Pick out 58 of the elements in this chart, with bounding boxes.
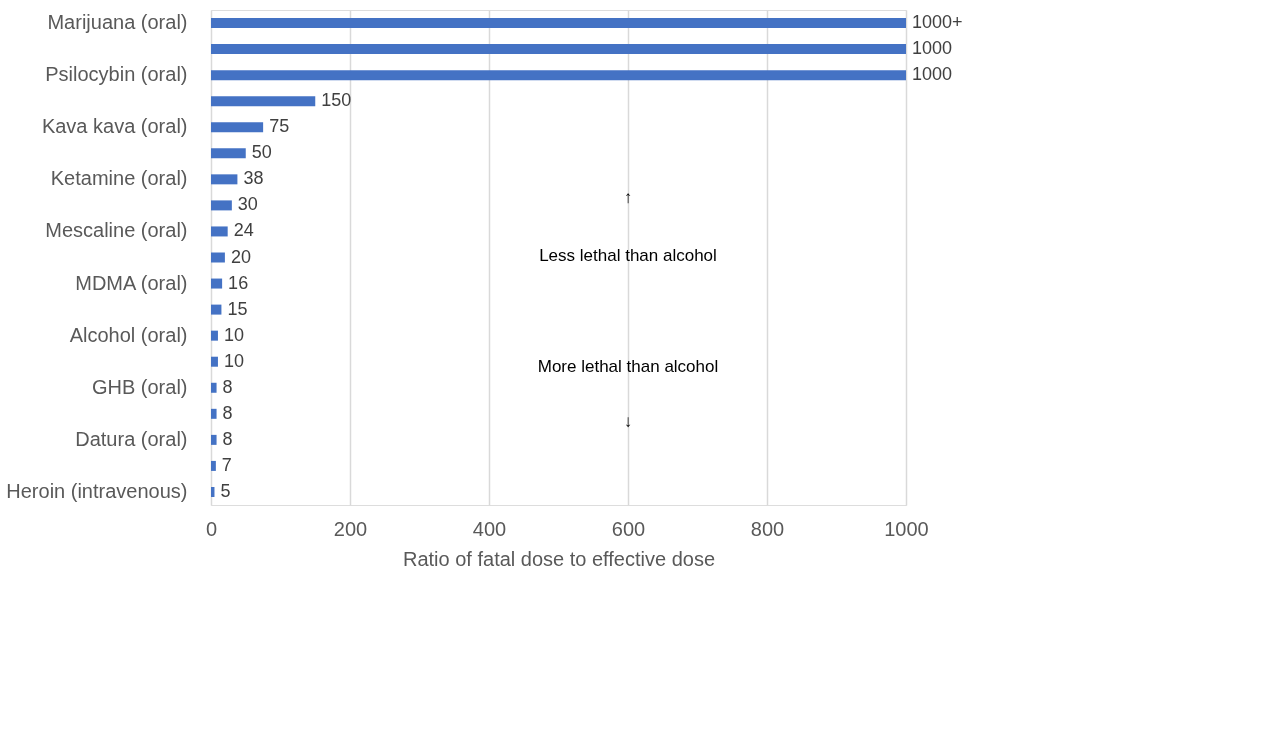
y-tick-label: Ketamine (oral) bbox=[50, 167, 188, 190]
y-tick-label: MDMA (oral) bbox=[75, 271, 188, 294]
bar bbox=[211, 122, 264, 133]
bar bbox=[211, 70, 906, 81]
data-label: 150 bbox=[321, 90, 352, 111]
y-tick-label: Mescaline (oral) bbox=[45, 219, 188, 242]
x-tick-label: 1000 bbox=[884, 517, 929, 540]
data-label: 24 bbox=[233, 220, 254, 241]
x-tick-label: 400 bbox=[472, 517, 507, 540]
y-tick-label: Psilocybin (oral) bbox=[45, 63, 188, 86]
y-tick-label: Alcohol (oral) bbox=[69, 323, 188, 346]
bar bbox=[211, 434, 217, 445]
bar bbox=[211, 148, 246, 159]
x-tick-label: 0 bbox=[205, 517, 218, 540]
bar bbox=[211, 330, 218, 341]
data-label: 38 bbox=[243, 168, 264, 189]
y-tick-label: Heroin (intravenous) bbox=[6, 479, 188, 502]
data-label: 15 bbox=[227, 298, 248, 319]
bar bbox=[211, 18, 906, 29]
data-label: 75 bbox=[269, 116, 290, 137]
bar bbox=[211, 356, 218, 367]
x-tick-label: 200 bbox=[333, 517, 368, 540]
y-tick-label: GHB (oral) bbox=[91, 375, 188, 398]
data-label: 1000 bbox=[912, 64, 953, 85]
data-label: 1000+ bbox=[912, 12, 963, 33]
data-label: 10 bbox=[223, 324, 244, 345]
bar bbox=[211, 408, 217, 419]
data-label: 8 bbox=[222, 376, 233, 397]
y-tick-label: Marijuana (oral) bbox=[47, 11, 188, 34]
data-label: 1000 bbox=[912, 38, 953, 59]
bar bbox=[211, 226, 228, 237]
data-label: 5 bbox=[220, 480, 231, 501]
x-tick-label: 600 bbox=[611, 517, 646, 540]
annotation: More lethal than alcohol bbox=[537, 357, 719, 376]
x-axis-title: Ratio of fatal dose to effective dose bbox=[402, 547, 716, 570]
bar bbox=[211, 174, 238, 185]
bar bbox=[211, 304, 222, 315]
bar bbox=[211, 44, 906, 55]
annotation: ↑ bbox=[623, 188, 633, 207]
annotation: Less lethal than alcohol bbox=[539, 246, 717, 265]
bar bbox=[211, 252, 225, 263]
data-label: 7 bbox=[221, 454, 232, 475]
data-label: 8 bbox=[222, 428, 233, 449]
data-label: 50 bbox=[251, 142, 272, 163]
data-label: 8 bbox=[222, 402, 233, 423]
bar bbox=[211, 460, 216, 471]
data-label: 20 bbox=[230, 246, 251, 267]
bar bbox=[211, 96, 316, 107]
x-tick-label: 800 bbox=[750, 517, 785, 540]
data-label: 16 bbox=[228, 272, 249, 293]
bar bbox=[211, 382, 217, 393]
data-label: 10 bbox=[223, 350, 244, 371]
bar bbox=[211, 278, 223, 289]
bar bbox=[211, 200, 232, 211]
y-tick-label: Kava kava (oral) bbox=[41, 115, 188, 138]
annotation: ↓ bbox=[623, 412, 633, 431]
y-tick-label: Datura (oral) bbox=[75, 427, 188, 450]
data-label: 30 bbox=[237, 194, 258, 215]
